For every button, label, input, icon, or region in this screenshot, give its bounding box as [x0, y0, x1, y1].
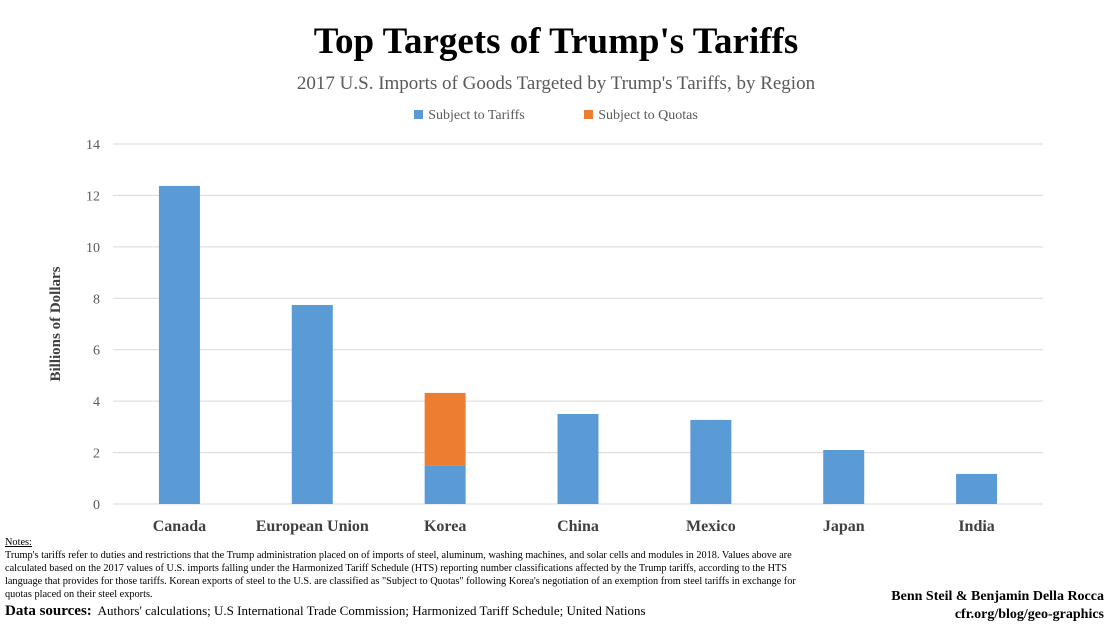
- sources-label: Data sources:: [5, 603, 92, 619]
- x-tick-label: India: [958, 518, 994, 535]
- legend: Subject to Tariffs Subject to Quotas: [0, 108, 1112, 124]
- y-tick-label: 14: [86, 138, 100, 153]
- x-tick-label: Japan: [823, 518, 865, 535]
- x-tick-label: Canada: [153, 518, 206, 535]
- legend-label: Subject to Tariffs: [428, 108, 525, 123]
- y-tick-label: 6: [93, 344, 100, 359]
- y-tick-label: 12: [86, 189, 100, 204]
- y-tick-label: 8: [93, 292, 100, 307]
- bar: [690, 419, 732, 504]
- x-tick-label: Korea: [424, 518, 466, 535]
- legend-swatch: [414, 110, 424, 119]
- bar: [158, 185, 200, 504]
- bar: [291, 304, 333, 504]
- bar: [557, 414, 599, 504]
- credit-site: cfr.org/blog/geo-graphics: [954, 607, 1104, 622]
- notes: Notes: Trump's tariffs refer to duties a…: [5, 536, 805, 601]
- notes-heading: Notes:: [5, 537, 32, 548]
- sources-text: Authors' calculations; U.S International…: [97, 603, 646, 618]
- y-tick-label: 2: [93, 447, 100, 462]
- credit: Benn Steil & Benjamin Della Rocca cfr.or…: [891, 588, 1104, 624]
- legend-item-tariffs: Subject to Tariffs: [414, 108, 525, 124]
- y-axis-label: Billions of Dollars: [48, 266, 64, 381]
- bar: [424, 465, 466, 504]
- notes-text: Trump's tariffs refer to duties and rest…: [5, 550, 796, 600]
- legend-item-quotas: Subject to Quotas: [584, 108, 698, 124]
- y-tick-label: 0: [93, 498, 100, 513]
- y-tick-label: 4: [93, 395, 100, 410]
- credit-authors: Benn Steil & Benjamin Della Rocca: [891, 589, 1104, 604]
- bar: [823, 450, 865, 504]
- x-tick-label: Mexico: [686, 518, 736, 535]
- y-tick-label: 10: [86, 241, 100, 256]
- bar: [424, 392, 466, 466]
- legend-label: Subject to Quotas: [598, 108, 698, 123]
- x-tick-label: China: [557, 518, 599, 535]
- bar: [956, 473, 998, 504]
- legend-swatch: [584, 110, 594, 119]
- chart-subtitle: 2017 U.S. Imports of Goods Targeted by T…: [296, 73, 816, 94]
- x-tick-label: European Union: [256, 518, 369, 535]
- data-sources: Data sources: Authors' calculations; U.S…: [5, 603, 646, 620]
- chart-title: Top Targets of Trump's Tariffs: [313, 21, 799, 62]
